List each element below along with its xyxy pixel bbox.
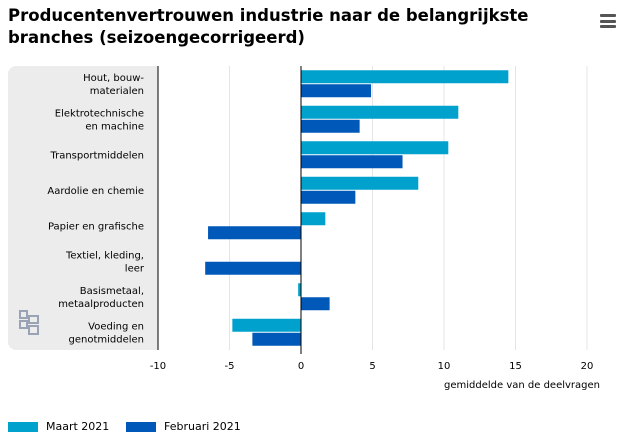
- bar: [301, 119, 360, 133]
- legend-item-series-1[interactable]: Maart 2021: [8, 420, 109, 433]
- legend-item-series-2[interactable]: Februari 2021: [126, 420, 241, 433]
- category-label: Hout, bouw-materialen: [83, 73, 144, 97]
- bar: [301, 141, 449, 155]
- category-label: Voeding en genotmiddelen: [68, 321, 144, 345]
- bar: [301, 105, 459, 119]
- category-label: Aardolie en chemie: [47, 186, 144, 197]
- bar: [301, 84, 372, 98]
- category-label: Elektrotechnische en machine: [55, 108, 144, 132]
- x-tick-label: -5: [225, 361, 235, 372]
- legend-swatch-series-1: [8, 421, 38, 432]
- bar: [301, 155, 403, 169]
- x-tick-label: 0: [298, 361, 304, 372]
- category-label: Papier en grafische: [48, 221, 144, 232]
- bar: [301, 176, 419, 190]
- bar: [301, 297, 330, 311]
- hamburger-menu-icon[interactable]: [600, 14, 616, 28]
- legend-swatch-series-2: [126, 421, 156, 432]
- chart-title-line-1: Producentenvertrouwen industrie naar de …: [8, 6, 529, 25]
- bar: [205, 261, 301, 275]
- x-tick-label: -10: [150, 361, 166, 372]
- bar: [298, 283, 301, 297]
- x-tick-label: 15: [509, 361, 522, 372]
- category-label: Textiel, kleding, leer: [65, 250, 145, 274]
- category-label: Transportmiddelen: [49, 150, 144, 161]
- bar: [232, 318, 301, 332]
- bar: [301, 212, 326, 226]
- x-tick-label: 20: [581, 361, 594, 372]
- legend-label-series-1: Maart 2021: [46, 420, 110, 433]
- bar: [208, 226, 301, 240]
- category-label: Basismetaal, metaalproducten: [58, 286, 144, 310]
- bar: [301, 190, 356, 204]
- x-tick-label: 10: [438, 361, 451, 372]
- bar: [301, 70, 509, 84]
- bar: [252, 332, 301, 346]
- x-tick-label: 5: [369, 361, 375, 372]
- chart-title-line-2: branches (seizoengecorrigeerd): [8, 28, 305, 47]
- cbs-logo-icon: [19, 310, 39, 335]
- x-axis-label: gemiddelde van de deelvragen: [444, 380, 600, 391]
- category-label-panel: [8, 66, 158, 350]
- chart-title: Producentenvertrouwen industrie naar de …: [8, 5, 568, 49]
- legend-label-series-2: Februari 2021: [164, 420, 241, 433]
